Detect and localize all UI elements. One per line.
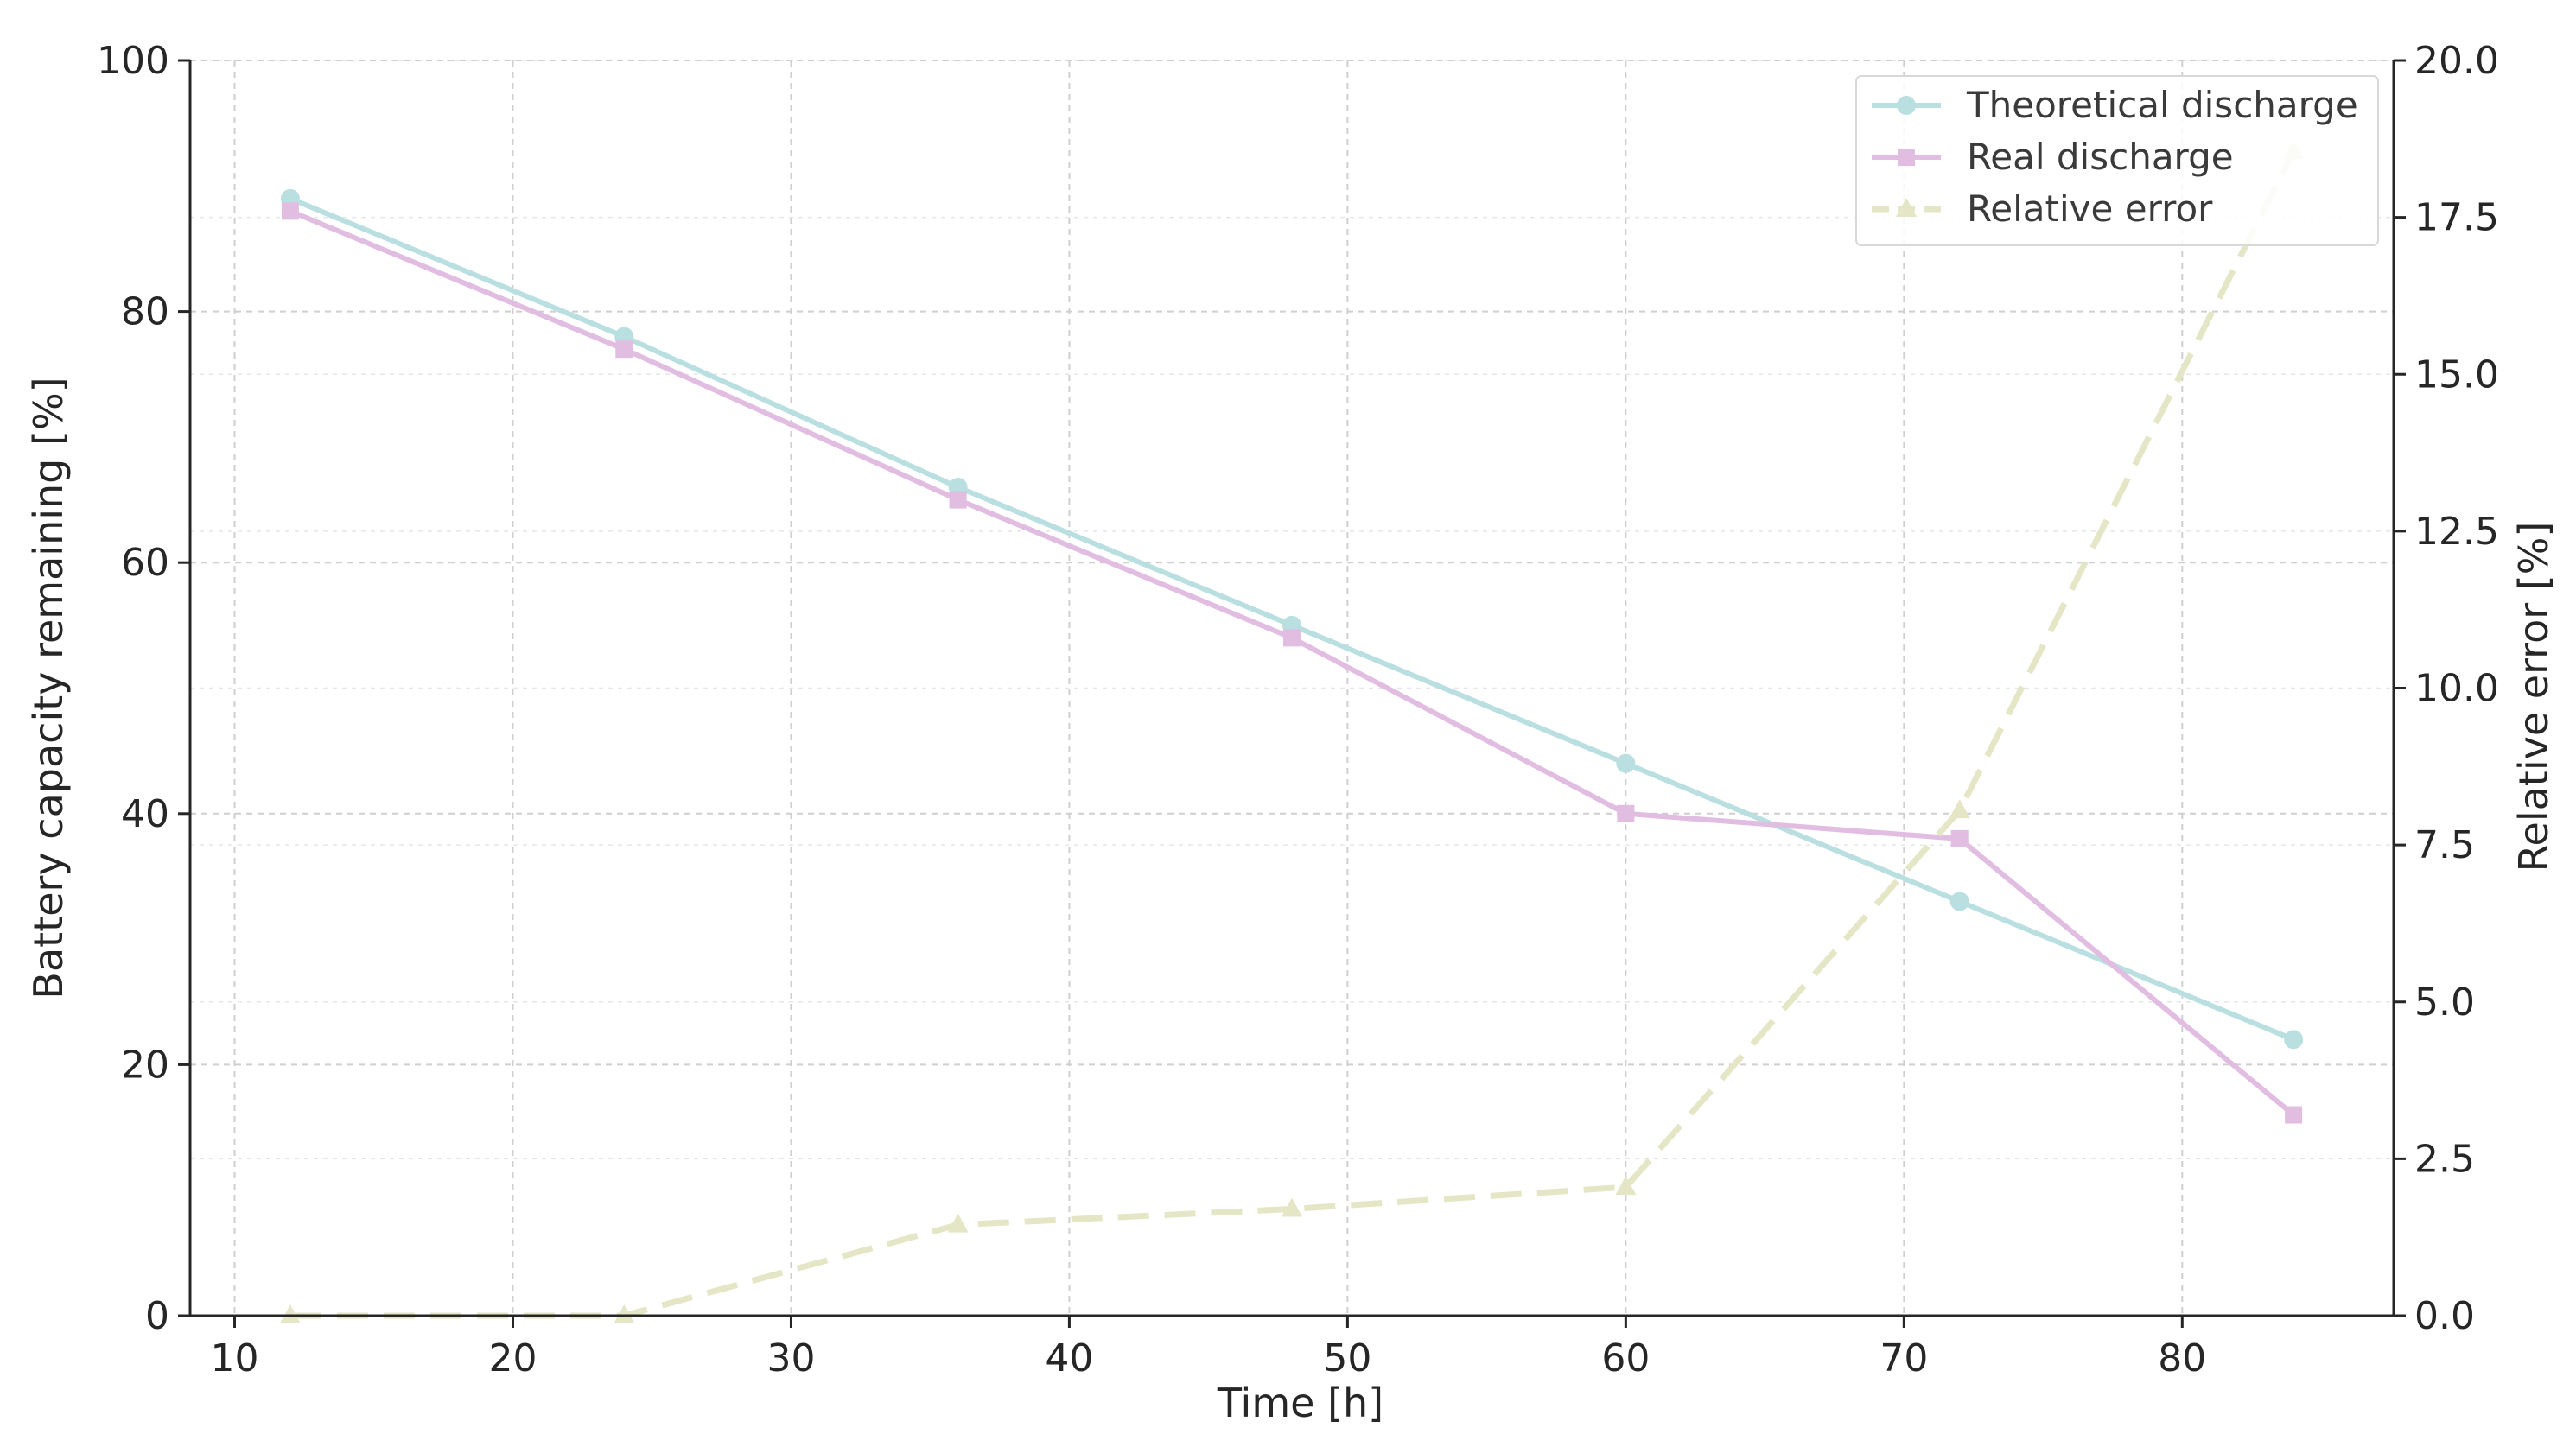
point-2-4 xyxy=(1615,1176,1637,1196)
legend-entry-1: Real discharge xyxy=(1872,136,2234,178)
legend: Theoretical discharge Real discharge Relat… xyxy=(1855,75,2379,246)
series-0 xyxy=(280,188,2304,1050)
point-1-3 xyxy=(1283,629,1301,647)
legend-marker-0 xyxy=(1897,96,1916,115)
legend-label-0: Theoretical discharge xyxy=(1966,84,2358,126)
y-tick-label-1: 20 xyxy=(121,1043,169,1087)
y2-tick-label-7: 17.5 xyxy=(2414,196,2499,240)
legend-label-2: Relative error xyxy=(1967,187,2213,230)
series-line-2 xyxy=(289,149,2297,1319)
y2-axis-label: Relative error [%] xyxy=(2510,522,2557,873)
legend-marker-2 xyxy=(1896,198,1917,217)
y2-tick-label-4: 10.0 xyxy=(2414,667,2499,711)
legend-marker-1 xyxy=(1898,149,1915,166)
x-axis-label: Time [h] xyxy=(1217,1380,1383,1426)
y-tick-label-3: 60 xyxy=(121,541,169,585)
x-tick-label-2: 30 xyxy=(766,1336,815,1380)
legend-box xyxy=(1855,75,2379,246)
grid xyxy=(190,60,2394,1317)
point-0-6 xyxy=(2284,1030,2304,1050)
x-tick-label-7: 80 xyxy=(2158,1336,2206,1380)
legend-label-1: Real discharge xyxy=(1967,136,2234,178)
y-tick-label-2: 40 xyxy=(121,792,169,836)
point-1-5 xyxy=(1950,829,1969,847)
y2-tick-label-2: 5.0 xyxy=(2414,981,2475,1025)
point-1-1 xyxy=(615,340,633,359)
y2-tick-label-3: 7.5 xyxy=(2414,823,2475,867)
x-tick-label-0: 10 xyxy=(211,1336,259,1380)
y2-tick-label-1: 2.5 xyxy=(2414,1137,2475,1181)
y2-tick-label-5: 12.5 xyxy=(2414,510,2499,554)
point-1-2 xyxy=(949,491,967,509)
y-tick-label-4: 80 xyxy=(121,290,169,334)
y-tick-label-0: 0 xyxy=(145,1294,169,1338)
point-2-5 xyxy=(1949,799,1970,819)
point-1-4 xyxy=(1617,804,1635,822)
axes: 10 20 30 40 50 60 70 80 0 20 40 60 80 100 0.0 2.5 5.0 7.5… xyxy=(25,39,2557,1426)
x-tick-label-5: 60 xyxy=(1601,1336,1650,1380)
y2-tick-label-0: 0.0 xyxy=(2414,1294,2475,1338)
x-tick-label-4: 50 xyxy=(1323,1336,1371,1380)
x-tick-label-1: 20 xyxy=(488,1336,537,1380)
series-layer xyxy=(279,140,2305,1323)
point-2-1 xyxy=(614,1304,635,1323)
x-tick-label-3: 40 xyxy=(1045,1336,1093,1380)
series-line-1 xyxy=(289,208,2296,1117)
y-axis-label: Battery capacity remaining [%] xyxy=(25,377,72,999)
point-2-0 xyxy=(279,1304,301,1323)
x-tick-label-6: 70 xyxy=(1880,1336,1928,1380)
y2-tick-label-8: 20.0 xyxy=(2414,39,2499,83)
point-1-6 xyxy=(2285,1106,2303,1124)
point-2-2 xyxy=(947,1213,969,1233)
point-0-4 xyxy=(1616,753,1636,773)
legend-entry-0: Theoretical discharge xyxy=(1872,84,2358,126)
y2-tick-label-6: 15.0 xyxy=(2414,352,2499,397)
point-1-0 xyxy=(281,202,299,220)
legend-entry-2: Relative error xyxy=(1872,187,2213,230)
point-2-3 xyxy=(1282,1197,1302,1217)
y-tick-label-5: 100 xyxy=(97,39,169,83)
series-1 xyxy=(281,202,2303,1124)
point-0-5 xyxy=(1949,892,1969,911)
